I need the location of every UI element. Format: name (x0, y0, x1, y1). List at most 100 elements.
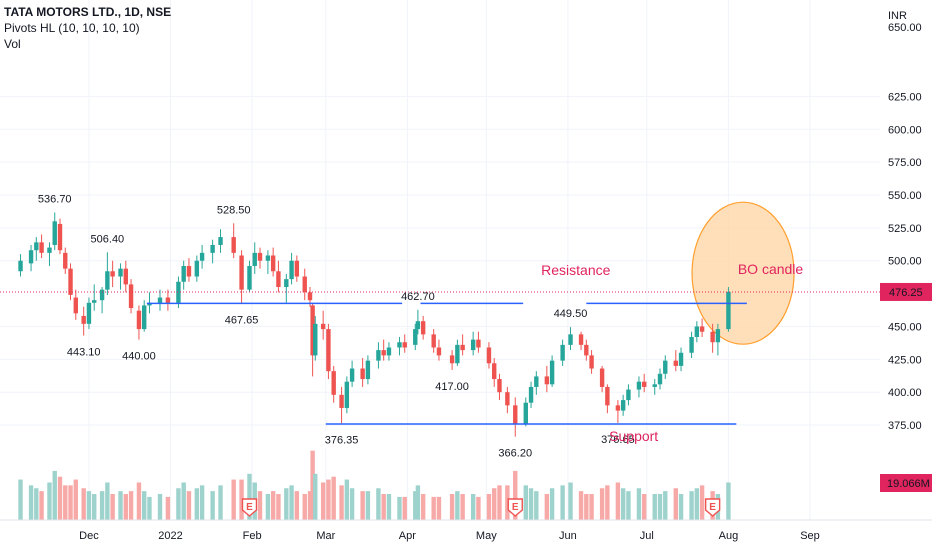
candle-body (176, 281, 181, 303)
price-tick: 600.00 (888, 124, 922, 136)
volume-bar (663, 491, 668, 520)
volume-bar (615, 482, 621, 520)
volume-bar (199, 485, 205, 520)
volume-bar (92, 494, 97, 520)
time-axis[interactable]: Dec 2022 Feb Mar Apr May Jun Jul Aug Sep (0, 519, 932, 542)
candle-body (549, 360, 555, 385)
candle-body (128, 284, 134, 309)
candle-body (284, 279, 289, 288)
volume-bar (360, 491, 365, 520)
volume-bar (247, 473, 252, 520)
pivot-label: 528.50 (217, 204, 251, 216)
candle-body (492, 363, 497, 380)
earnings-icon: E (507, 498, 523, 517)
volume-bar (47, 482, 52, 520)
candle-body (136, 310, 142, 330)
candle-body (199, 252, 205, 261)
candle-body (165, 297, 171, 303)
volume-bar (673, 488, 678, 520)
time-tick: May (476, 530, 497, 542)
candle-body (52, 221, 57, 245)
price-tick-partial: 650.00 (888, 22, 922, 34)
time-tick: Sep (800, 530, 820, 542)
volume-bar (276, 494, 281, 520)
volume-bar (470, 494, 476, 520)
candle-body (123, 268, 128, 285)
volume-bar (194, 488, 200, 520)
candle-body (47, 247, 52, 253)
time-tick: Mar (316, 530, 335, 542)
price-tick: 625.00 (888, 91, 922, 103)
volume-bar (492, 488, 497, 520)
price-tick: 400.00 (888, 387, 922, 399)
candle-body (620, 400, 626, 411)
candle-body (642, 381, 647, 387)
candle-body (636, 381, 642, 390)
candle-body (339, 394, 344, 408)
volume-bar (460, 494, 465, 520)
volume-bar (270, 491, 276, 520)
volume-bar (578, 491, 584, 520)
volume-bar (73, 479, 78, 520)
candle-body (34, 242, 39, 251)
volume-bar (231, 479, 236, 520)
volume-bar (63, 485, 68, 520)
candle-body (81, 315, 86, 324)
candle-body (110, 271, 115, 277)
volume-bar (57, 476, 63, 520)
last-price-tag (880, 282, 932, 301)
volume-bar (544, 494, 550, 520)
candle-body (560, 344, 565, 361)
volume-bar (436, 496, 442, 520)
price-tick: 450.00 (888, 321, 922, 333)
candle-body (470, 339, 476, 351)
volume-bar (68, 485, 73, 520)
volume-bar (449, 494, 455, 520)
volume-bar (365, 491, 371, 520)
candle-body (376, 350, 381, 361)
volume-bar (413, 491, 418, 520)
volume-bar (584, 494, 589, 520)
pivots-indicator-label[interactable]: Pivots HL (10, 10, 10, 10) (4, 21, 140, 35)
trendlines[interactable] (0, 291, 880, 425)
last-price-value: 476.25 (889, 287, 923, 299)
candle-body (310, 305, 315, 356)
annotation-label: Support (609, 428, 658, 444)
annotation-label: BO candle (738, 261, 804, 277)
last-volume-tag (880, 474, 932, 492)
candle-body (657, 373, 663, 385)
currency-label: INR (888, 10, 907, 22)
volume-bar (39, 491, 44, 520)
candle-body (476, 339, 481, 348)
candle-body (578, 334, 584, 345)
volume-bar (157, 494, 163, 520)
volume-bar (320, 482, 326, 520)
last-volume-value: 19.066M (887, 478, 930, 490)
candle-body (402, 342, 407, 348)
candle-body (302, 276, 307, 293)
pivot-labels: 536.70 443.10 506.40 440.00 528.50 467.65 376.… (38, 194, 635, 460)
candle-body (523, 402, 528, 424)
symbol-title[interactable]: TATA MOTORS LTD., 1D, NSE (4, 5, 172, 19)
candle-body (186, 266, 192, 277)
volume-bar (689, 491, 694, 520)
time-tick: Apr (399, 530, 416, 542)
volume-bar (486, 494, 492, 520)
candle-body (349, 368, 355, 382)
volume-bar (331, 476, 336, 520)
grid (0, 0, 880, 520)
candle-body (181, 266, 186, 282)
volume-indicator-label[interactable]: Vol (4, 37, 21, 51)
candle-body (397, 342, 402, 348)
candle-body (678, 352, 684, 366)
pivot-label: 462.70 (401, 291, 435, 303)
candle-body (218, 237, 223, 245)
price-tick: 525.00 (888, 223, 922, 235)
volume-bar (699, 485, 705, 520)
pivot-label: 467.65 (225, 314, 259, 326)
pivot-label: 366.20 (498, 448, 532, 460)
candle-body (331, 371, 336, 395)
